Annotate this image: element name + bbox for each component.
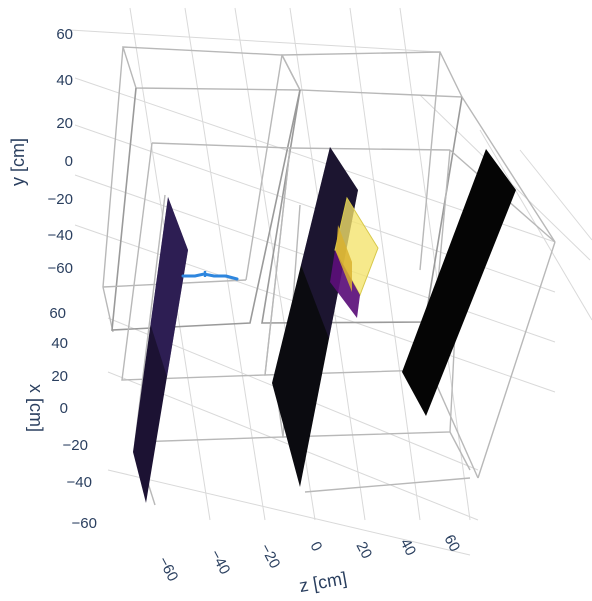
x-tick-label: −60 xyxy=(72,515,97,532)
y-tick-label: 20 xyxy=(56,115,73,132)
z-tick-label: 20 xyxy=(352,539,375,562)
detector-plane xyxy=(402,149,516,416)
detector-plane-shading xyxy=(301,147,358,339)
x-tick-label: 40 xyxy=(51,335,68,352)
z-tick-label: 40 xyxy=(396,536,419,559)
x-tick-label: −40 xyxy=(67,474,92,491)
y-axis-title: y [cm] xyxy=(8,138,28,186)
x-axis-ticks: 60 40 20 0 −20 −40 −60 xyxy=(49,305,97,532)
hit-cell-face xyxy=(336,225,352,292)
y-tick-label: −60 xyxy=(48,260,73,277)
y-tick-label: 40 xyxy=(56,72,73,89)
y-tick-label: −40 xyxy=(48,227,73,244)
x-tick-label: 20 xyxy=(51,368,68,385)
y-tick-label: 60 xyxy=(56,26,73,43)
track-line xyxy=(181,272,239,281)
z-tick-label: 0 xyxy=(306,539,325,554)
z-axis-title: z [cm] xyxy=(298,568,349,596)
z-tick-label: 60 xyxy=(440,532,463,555)
x-tick-label: 60 xyxy=(49,305,66,322)
y-tick-label: 0 xyxy=(65,153,73,170)
z-tick-label: −20 xyxy=(256,541,283,571)
hit-cell xyxy=(330,250,360,318)
y-axis-ticks: 60 40 20 0 −20 −40 −60 xyxy=(48,26,73,277)
y-tick-label: −20 xyxy=(48,191,73,208)
x-axis-title: x [cm] xyxy=(26,384,46,432)
x-tick-label: 0 xyxy=(60,400,68,417)
z-tick-label: −40 xyxy=(206,547,233,577)
z-axis-ticks: −60 −40 −20 0 20 40 60 xyxy=(154,532,463,584)
detector-plane-shading xyxy=(150,197,188,377)
x-tick-label: −20 xyxy=(63,437,88,454)
z-tick-label: −60 xyxy=(154,554,181,584)
detector-plane xyxy=(272,147,358,487)
